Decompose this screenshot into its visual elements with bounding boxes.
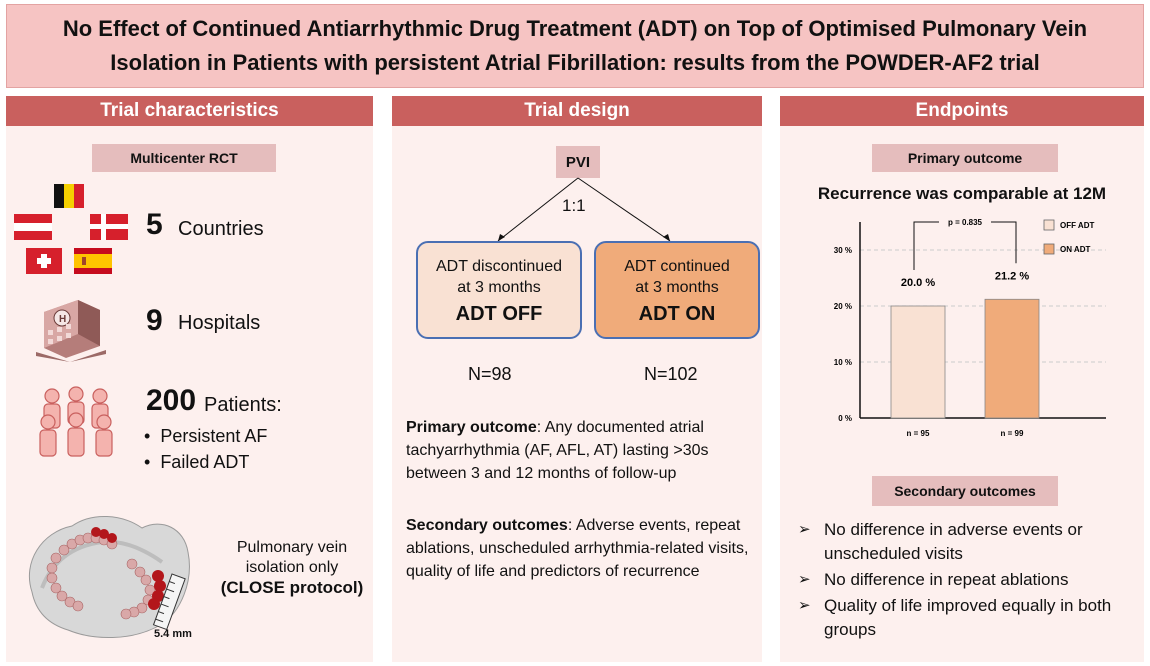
bar-off-adt <box>890 305 946 419</box>
n-label: n = 99 <box>1001 429 1024 438</box>
multicenter-rct-pill: Multicenter RCT <box>92 144 276 172</box>
p-value-bg <box>939 215 991 229</box>
randomization-ratio: 1:1 <box>562 196 586 215</box>
arrow-bullet-icon: ➢ <box>798 571 811 588</box>
trial-characteristics-panel: Trial characteristics Multicenter RCT 5 … <box>6 96 373 662</box>
n-label: n = 95 <box>907 429 930 438</box>
finding-text: No difference in adverse events or unsch… <box>824 520 1083 563</box>
countries-label: Countries <box>178 218 264 240</box>
bullet-text: Failed ADT <box>160 452 250 472</box>
hospital-icon: H <box>36 300 106 362</box>
y-tick-label: 20 % <box>834 302 852 311</box>
pvi-caption: Pulmonary vein isolation only (CLOSE pro… <box>212 538 372 598</box>
secondary-outcomes-pill: Secondary outcomes <box>872 476 1058 506</box>
adt-off-box: ADT discontinued at 3 months ADT OFF <box>416 241 582 339</box>
switzerland-flag-icon <box>26 248 62 274</box>
patients-count: 200 <box>146 384 197 417</box>
bullet-text: Persistent AF <box>160 426 268 446</box>
primary-outcome-description: : Any documented atrial tachyarrhythmia … <box>406 419 709 482</box>
finding-item: ➢ Quality of life improved equally in bot… <box>798 594 1138 642</box>
primary-outcome-text: Primary outcome: Any documented atrial t… <box>406 416 756 485</box>
legend-label: OFF ADT <box>1060 221 1094 230</box>
adt-on-label: ADT ON <box>638 302 716 325</box>
trial-design-panel: Trial design PVI 1:1 ADT discontinued at… <box>392 96 762 662</box>
panel-header-trial-design: Trial design <box>392 96 762 126</box>
austria-flag-icon <box>14 214 52 240</box>
hospitals-count: 9 <box>146 304 163 337</box>
adt-off-line-1: ADT discontinued <box>436 257 562 275</box>
legend-swatch <box>1043 243 1055 255</box>
primary-outcome-pill: Primary outcome <box>872 144 1058 172</box>
hospitals-label: Hospitals <box>178 312 261 334</box>
title-line-1: No Effect of Continued Antiarrhythmic Dr… <box>62 16 1088 41</box>
bullet-persistent-af: • Persistent AF <box>144 426 268 446</box>
countries-count: 5 <box>146 208 163 241</box>
finding-text: Quality of life improved equally in both… <box>824 596 1112 639</box>
title-banner: No Effect of Continued Antiarrhythmic Dr… <box>6 4 1144 88</box>
recurrence-chart: 0 % 10 % 20 % 30 % 20.0 % n = 95 21.2 % n = 99 p… <box>806 212 1136 472</box>
svg-text:H: H <box>59 314 66 325</box>
adt-on-n: N=102 <box>644 364 698 384</box>
adt-on-box: ADT continued at 3 months ADT ON <box>594 241 760 339</box>
pvi-node: PVI <box>556 146 600 178</box>
panel-header-endpoints: Endpoints <box>780 96 1144 126</box>
finding-item: ➢ No difference in repeat ablations <box>798 568 1138 592</box>
bar-value-label: 20.0 % <box>901 277 935 289</box>
endpoints-panel: Endpoints Primary outcome Recurrence was… <box>780 96 1144 662</box>
arrow-bullet-icon: ➢ <box>798 521 811 538</box>
legend-swatch <box>1043 219 1055 231</box>
design-tree-lines <box>497 177 671 242</box>
adt-on-line-1: ADT continued <box>624 257 730 275</box>
adt-off-line-2: at 3 months <box>457 278 541 296</box>
significance-bracket <box>913 221 1017 270</box>
secondary-outcome-text: Secondary outcomes: Adverse events, repe… <box>406 514 756 583</box>
secondary-outcome-label: Secondary outcomes <box>406 517 568 534</box>
y-tick-label: 30 % <box>834 246 852 255</box>
recurrence-bar-chart: 0 % 10 % 20 % 30 % 20.0 % n = 95 21.2 % n = 99 p… <box>834 215 1106 438</box>
bar-value-label: 21.2 % <box>995 270 1029 282</box>
bar-on-adt <box>984 298 1040 419</box>
adt-off-label: ADT OFF <box>455 302 543 325</box>
arrow-bullet-icon: ➢ <box>798 597 811 614</box>
patients-label: Patients: <box>204 394 282 416</box>
adt-on-line-2: at 3 months <box>635 278 719 296</box>
y-tick-label: 0 % <box>838 414 852 423</box>
chart-title: Recurrence was comparable at 12M <box>817 184 1107 203</box>
denmark-flag-icon <box>90 214 128 240</box>
finding-item: ➢ No difference in adverse events or unsc… <box>798 518 1138 566</box>
secondary-findings-list: ➢ No difference in adverse events or unsc… <box>798 518 1138 644</box>
belgium-flag-icon <box>54 184 84 208</box>
panel-header-trial-characteristics: Trial characteristics <box>6 96 373 126</box>
p-value-annotation: p = 0.835 <box>948 218 983 227</box>
adt-off-n: N=98 <box>468 364 512 384</box>
patients-group-icon <box>39 386 113 457</box>
y-tick-label: 10 % <box>834 358 852 367</box>
primary-outcome-label: Primary outcome <box>406 419 537 436</box>
title-line-2: Isolation in Patients with persistent At… <box>110 50 1040 75</box>
pvi-caption-protocol: (CLOSE protocol) <box>220 578 364 597</box>
scale-label: 5.4 mm <box>154 628 192 640</box>
left-atrium-3d-image <box>28 515 190 639</box>
secondary-outcome-description: : Adverse events, repeat ablations, unsc… <box>406 517 749 580</box>
pvi-caption-line-2: isolation only <box>245 559 339 576</box>
finding-text: No difference in repeat ablations <box>824 570 1069 589</box>
spain-flag-icon <box>74 248 112 274</box>
bullet-failed-adt: • Failed ADT <box>144 452 250 472</box>
legend-label: ON ADT <box>1060 245 1090 254</box>
pvi-caption-line-1: Pulmonary vein <box>236 539 348 556</box>
